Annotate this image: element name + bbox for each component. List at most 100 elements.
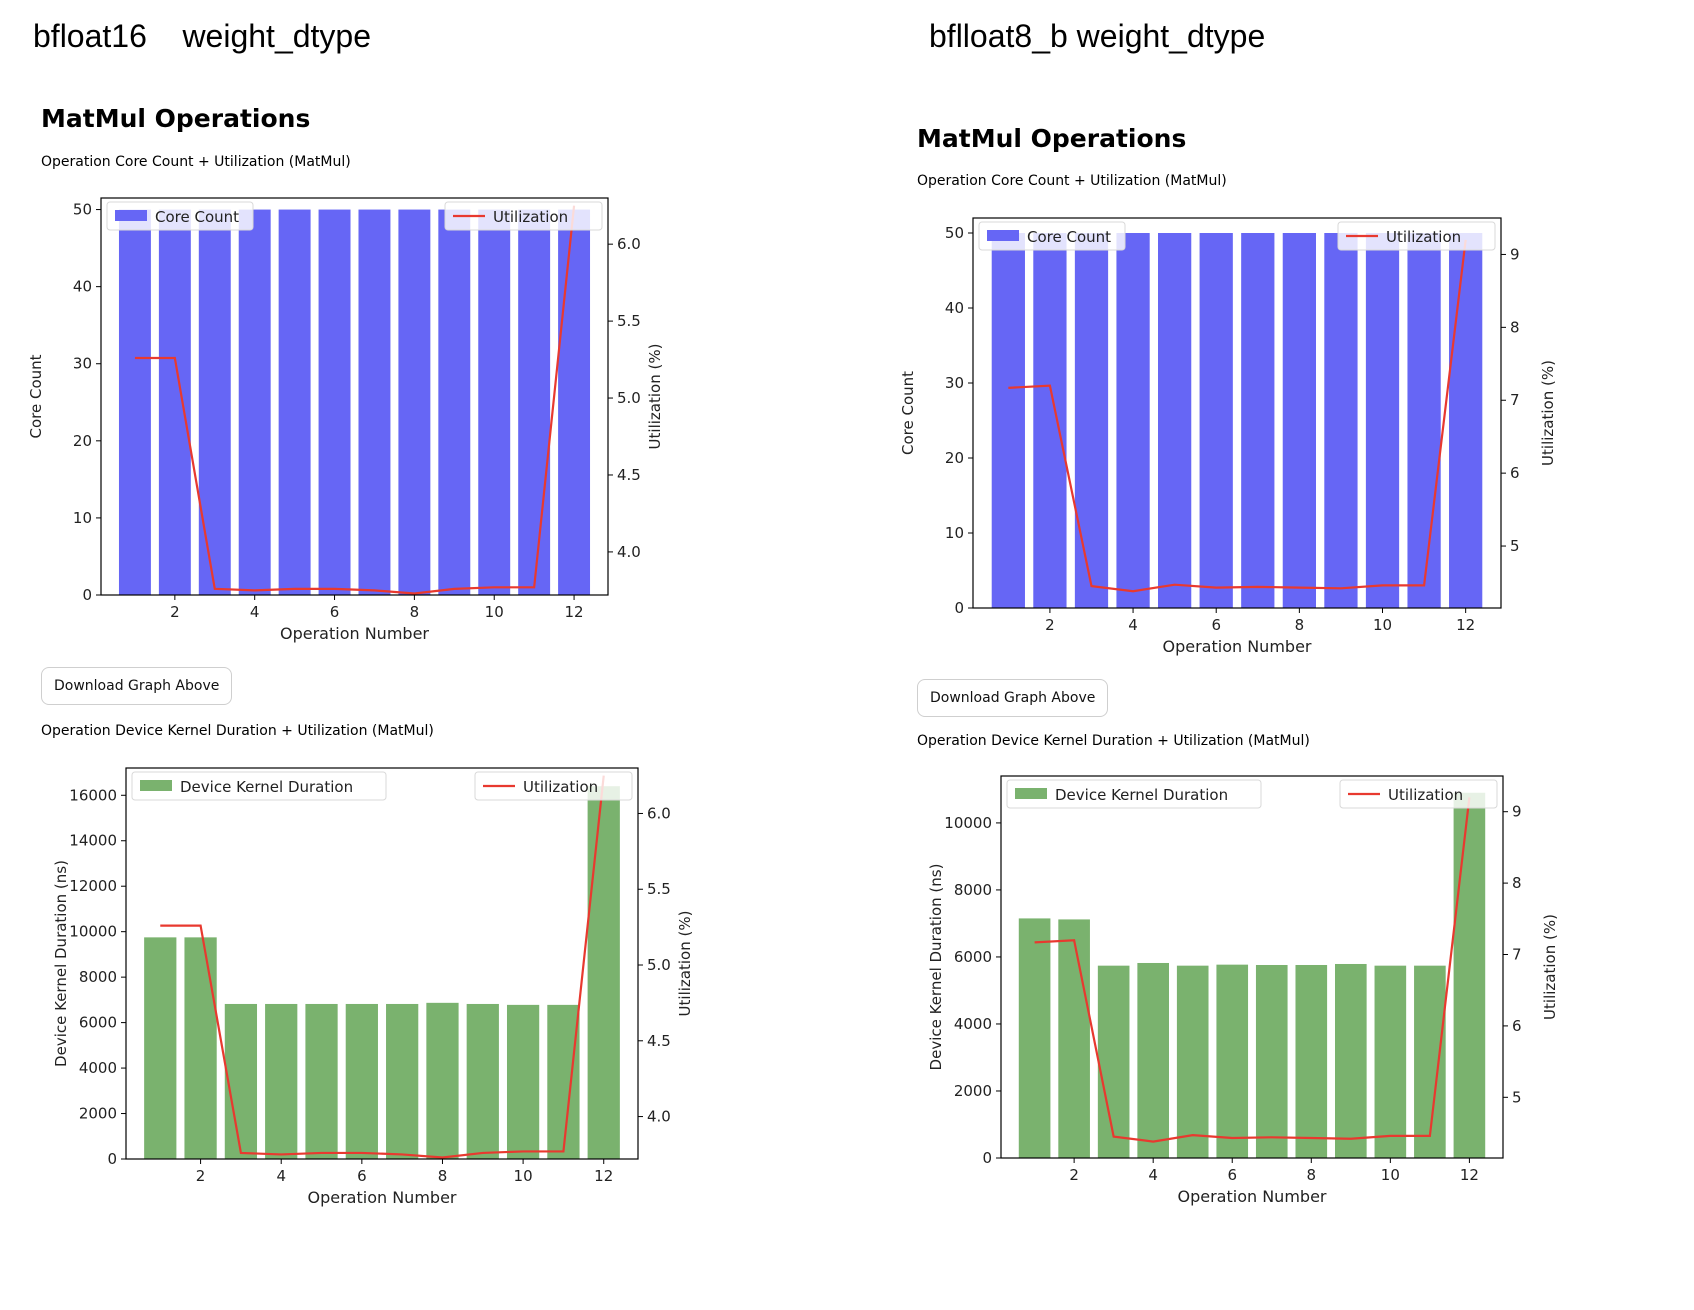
bar [1365, 233, 1400, 608]
bar [1033, 233, 1067, 608]
bar [1255, 964, 1288, 1158]
y2-tick-label: 8 [1510, 318, 1520, 336]
core-chart-caption: Operation Core Count + Utilization (MatM… [41, 154, 351, 170]
x-axis-label: Operation Number [308, 1188, 457, 1207]
y-tick-label: 6000 [79, 1014, 117, 1032]
x-axis-label: Operation Number [1163, 637, 1312, 656]
legend-label: Utilization [493, 208, 568, 226]
y2-tick-label: 7 [1512, 946, 1522, 964]
bar [398, 209, 431, 595]
x-tick-label: 10 [1373, 616, 1392, 634]
x-axis-label: Operation Number [280, 624, 429, 643]
y-tick-label: 0 [982, 1149, 992, 1167]
y2-tick-label: 4.0 [647, 1108, 671, 1126]
legend-box [444, 201, 603, 231]
bar [1335, 963, 1367, 1158]
x-tick-label: 12 [565, 603, 584, 621]
y-tick-label: 30 [945, 374, 964, 392]
y2-tick-label: 5.0 [647, 956, 671, 974]
x-tick-label: 12 [1456, 616, 1475, 634]
y-tick-label: 4000 [79, 1059, 117, 1077]
y2-tick-label: 6 [1510, 464, 1520, 482]
bar [1097, 965, 1130, 1158]
x-tick-label: 12 [594, 1167, 613, 1185]
y2-axis-label: Utilization (%) [1541, 914, 1559, 1020]
bar [1137, 962, 1169, 1158]
y2-tick-label: 5.5 [617, 312, 641, 330]
legend-label: Utilization [1386, 228, 1461, 246]
bar [1449, 233, 1483, 608]
legend-box [106, 201, 254, 231]
bar [265, 1003, 298, 1159]
y-tick-label: 4000 [954, 1015, 992, 1033]
y-axis-label: Core Count [899, 371, 917, 455]
bar [358, 209, 391, 595]
legend-box [474, 771, 633, 801]
y2-tick-label: 7 [1510, 391, 1520, 409]
y-tick-label: 20 [73, 432, 92, 450]
legend-label: Utilization [1388, 786, 1463, 804]
x-tick-label: 6 [1211, 616, 1221, 634]
x-tick-label: 4 [250, 603, 260, 621]
legend-swatch [987, 230, 1019, 241]
bar [506, 1004, 540, 1159]
x-tick-label: 8 [410, 603, 420, 621]
bar [1453, 792, 1486, 1158]
legend-swatch [115, 210, 147, 221]
legend-label: Core Count [155, 208, 239, 226]
plot-frame [972, 217, 1502, 609]
legend-label: Device Kernel Duration [180, 778, 353, 796]
y-tick-label: 10000 [69, 923, 117, 941]
y2-tick-label: 5 [1510, 537, 1520, 555]
bar [1018, 918, 1051, 1158]
download-graph-button[interactable]: Download Graph Above [41, 667, 233, 705]
x-tick-label: 4 [1128, 616, 1138, 634]
bar [1324, 233, 1358, 608]
core-count-chart: 2 4 6 8 10 12 0 10 20 30 40 50 4.0 4.5 5.0 5.5 6.0 Operat… [27, 197, 664, 643]
y2-tick-label: 4.0 [617, 543, 641, 561]
y2-axis-label: Utilization (%) [1539, 360, 1557, 466]
kernel-chart-caption: Operation Device Kernel Duration + Utili… [917, 733, 1310, 749]
bar [184, 937, 217, 1159]
bar [991, 233, 1025, 608]
bar [318, 209, 351, 595]
section-title: MatMul Operations [41, 104, 311, 133]
y-tick-label: 10 [73, 509, 92, 527]
y-tick-label: 6000 [954, 948, 992, 966]
bar [1176, 965, 1209, 1158]
bar [386, 1003, 419, 1159]
bar [587, 786, 620, 1159]
download-graph-button[interactable]: Download Graph Above [917, 679, 1109, 717]
legend-swatch [1015, 788, 1047, 799]
legend-box [1006, 779, 1262, 809]
y-tick-label: 16000 [69, 786, 117, 804]
y-tick-label: 14000 [69, 832, 117, 850]
y2-tick-label: 9 [1512, 803, 1522, 821]
x-tick-label: 6 [357, 1167, 367, 1185]
bar [305, 1003, 338, 1159]
x-tick-label: 10 [514, 1167, 533, 1185]
y-tick-label: 10 [945, 524, 964, 542]
y-tick-label: 50 [945, 224, 964, 242]
bar [345, 1003, 378, 1159]
x-tick-label: 12 [1460, 1166, 1479, 1184]
bar [478, 209, 511, 595]
x-tick-label: 2 [1069, 1166, 1079, 1184]
y2-tick-label: 5.5 [647, 880, 671, 898]
y2-tick-label: 4.5 [647, 1032, 671, 1050]
bar [1407, 233, 1441, 608]
y-axis-label: Device Kernel Duration (ns) [52, 860, 70, 1067]
utilization-line [1034, 797, 1471, 1143]
bar [1116, 233, 1150, 608]
x-tick-label: 8 [1295, 616, 1305, 634]
bar [547, 1004, 580, 1159]
core-count-chart: 2 4 6 8 10 12 0 10 20 30 40 50 5 6 7 8 9 Operation Number… [899, 217, 1557, 656]
plot-frame [100, 197, 609, 596]
utilization-line [134, 205, 576, 595]
x-tick-label: 2 [1045, 616, 1055, 634]
x-tick-label: 10 [485, 603, 504, 621]
legend-label: Utilization [523, 778, 598, 796]
plot-frame [1000, 775, 1504, 1159]
kernel-chart-caption: Operation Device Kernel Duration + Utili… [41, 723, 434, 739]
bar [278, 209, 311, 595]
